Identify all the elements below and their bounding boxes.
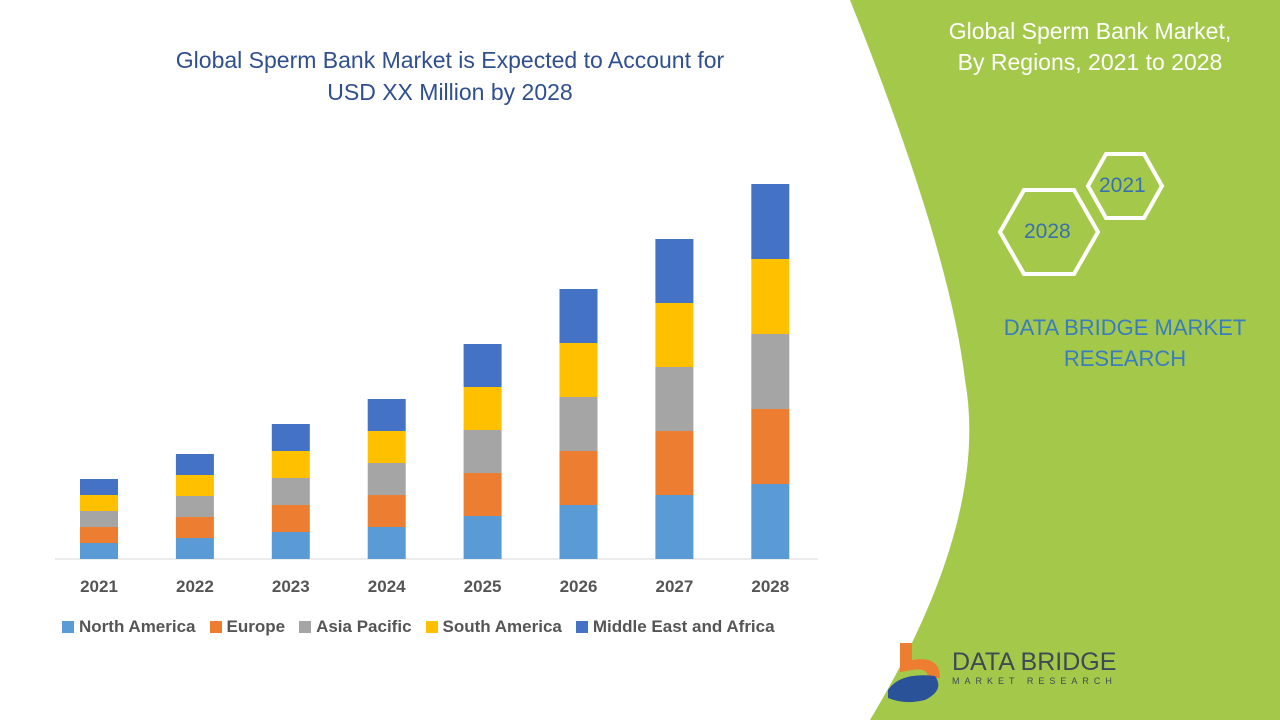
bar-segment-2028-asia-pacific: [751, 334, 790, 409]
bar-segment-2025-europe: [463, 473, 502, 516]
legend-swatch: [425, 621, 438, 633]
legend-label: Europe: [226, 617, 286, 636]
legend-item: South America: [425, 617, 562, 637]
bar-segment-2026-asia-pacific: [559, 397, 598, 451]
bar-segment-2026-north-america: [559, 505, 598, 559]
legend-item: Asia Pacific: [299, 617, 412, 637]
green-panel: [850, 0, 1280, 720]
x-tick-label: 2023: [272, 577, 310, 596]
bars: [80, 184, 790, 559]
bar-segment-2024-south-america: [367, 431, 406, 463]
bar-segment-2022-south-america: [175, 475, 214, 496]
legend-label: Asia Pacific: [316, 617, 412, 636]
legend-swatch: [575, 621, 588, 633]
bar-segment-2021-north-america: [80, 543, 118, 559]
bar-segment-2027-europe: [655, 431, 694, 495]
bar-segment-2024-asia-pacific: [367, 463, 406, 495]
x-tick-label: 2025: [464, 577, 502, 596]
legend-swatch: [209, 621, 222, 633]
brand-text: DATA BRIDGE MARKET RESEARCH: [985, 312, 1265, 374]
x-tick-label: 2028: [751, 577, 789, 596]
bar-segment-2025-north-america: [463, 516, 502, 559]
legend-swatch: [62, 621, 74, 633]
bar-segment-2027-south-america: [655, 303, 694, 367]
legend: North America Europe Asia Pacific South Ame…: [62, 617, 775, 637]
bar-segment-2021-south-america: [80, 495, 118, 511]
legend-swatch: [299, 621, 312, 633]
x-tick-label: 2024: [368, 577, 406, 596]
bar-segment-2027-asia-pacific: [655, 367, 694, 431]
bar-segment-2021-europe: [80, 527, 118, 543]
hex-label-2028: 2028: [1024, 220, 1071, 243]
x-ticks: 2021 2022 2023 2024 2025 2026 2027 2028: [80, 577, 789, 596]
logo-subtext: MARKET RESEARCH: [952, 676, 1117, 686]
title-line-2: USD XX Million by 2028: [327, 79, 573, 105]
logo-icon: [888, 643, 940, 703]
bar-segment-2023-asia-pacific: [271, 478, 310, 505]
x-tick-label: 2026: [560, 577, 598, 596]
legend-item: Europe: [209, 617, 286, 637]
legend-item: North America: [62, 617, 196, 637]
brand-line-1: DATA BRIDGE MARKET: [1003, 315, 1247, 340]
chart-title: Global Sperm Bank Market is Expected to …: [110, 44, 790, 108]
bar-segment-2023-north-america: [271, 532, 310, 559]
bar-segment-2023-south-america: [271, 451, 310, 478]
bar-segment-2026-europe: [559, 451, 598, 505]
bar-segment-2021-middle-east-and-africa: [80, 479, 118, 495]
bar-segment-2025-asia-pacific: [463, 430, 502, 473]
bar-segment-2023-europe: [271, 505, 310, 532]
bar-segment-2028-europe: [751, 409, 790, 484]
bar-segment-2025-south-america: [463, 387, 502, 430]
bar-segment-2028-south-america: [751, 259, 790, 334]
bar-segment-2024-north-america: [367, 527, 406, 559]
panel-title-line-1: Global Sperm Bank Market,: [948, 18, 1232, 44]
bar-segment-2022-middle-east-and-africa: [175, 454, 214, 475]
legend-label: South America: [442, 617, 562, 636]
bar-segment-2027-north-america: [655, 495, 694, 559]
bar-segment-2025-middle-east-and-africa: [463, 344, 502, 387]
bar-segment-2022-europe: [175, 517, 214, 538]
brand-line-2: RESEARCH: [1063, 346, 1187, 371]
hexagon-2028: [997, 188, 1101, 276]
hexagon-2021: [1085, 152, 1165, 220]
bar-segment-2022-north-america: [175, 538, 214, 559]
bar-segment-2024-middle-east-and-africa: [367, 399, 406, 431]
legend-item: Middle East and Africa: [575, 617, 775, 637]
bar-segment-2022-asia-pacific: [175, 496, 214, 517]
bar-segment-2021-asia-pacific: [80, 511, 118, 527]
panel-title: Global Sperm Bank Market, By Regions, 20…: [900, 16, 1280, 78]
bar-segment-2027-middle-east-and-africa: [655, 239, 694, 303]
bar-segment-2024-europe: [367, 495, 406, 527]
legend-label: North America: [79, 617, 196, 636]
hex-label-2021: 2021: [1099, 174, 1146, 197]
bar-segment-2028-middle-east-and-africa: [751, 184, 790, 259]
panel-title-line-2: By Regions, 2021 to 2028: [957, 49, 1223, 75]
x-tick-label: 2022: [176, 577, 214, 596]
bar-segment-2026-middle-east-and-africa: [559, 289, 598, 343]
logo-text: DATA BRIDGE: [952, 648, 1117, 676]
x-tick-label: 2027: [655, 577, 693, 596]
legend-label: Middle East and Africa: [592, 617, 775, 636]
bar-segment-2028-north-america: [751, 484, 790, 559]
title-line-1: Global Sperm Bank Market is Expected to …: [175, 47, 725, 73]
bar-segment-2023-middle-east-and-africa: [271, 424, 310, 451]
bar-segment-2026-south-america: [559, 343, 598, 397]
x-tick-label: 2021: [80, 577, 118, 596]
